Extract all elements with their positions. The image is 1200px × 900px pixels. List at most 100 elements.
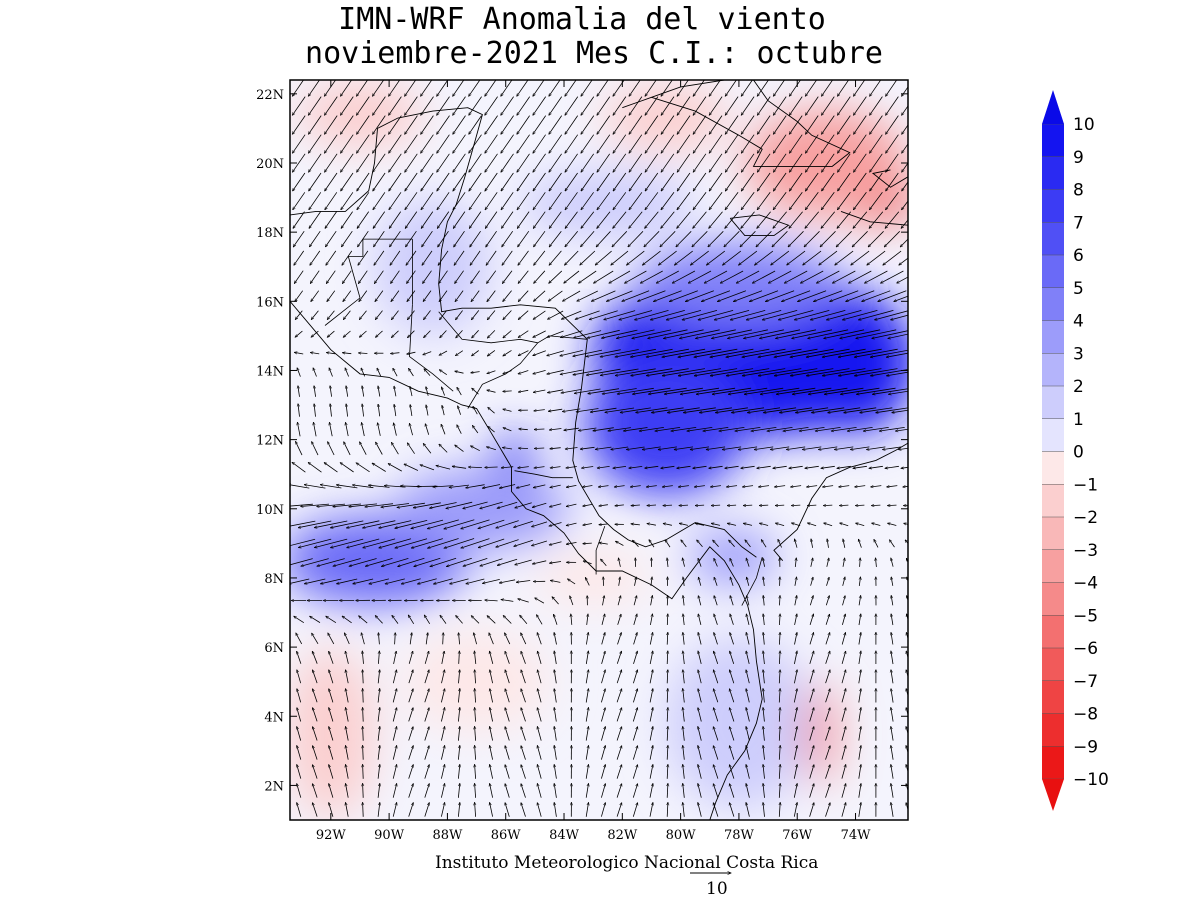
wind-vector bbox=[571, 614, 572, 625]
colorbar-label: 3 bbox=[1073, 344, 1084, 364]
wind-vector bbox=[434, 578, 453, 584]
wind-vector bbox=[490, 689, 493, 703]
wind-vector bbox=[778, 539, 782, 548]
wind-vector bbox=[599, 543, 608, 544]
wind-vector bbox=[617, 614, 621, 625]
wind-vector bbox=[420, 465, 435, 471]
wind-vector bbox=[809, 689, 814, 703]
wind-vector bbox=[290, 538, 316, 547]
wind-vector bbox=[458, 745, 459, 760]
wind-vector bbox=[841, 670, 846, 684]
wind-vector bbox=[486, 447, 497, 451]
wind-vector bbox=[340, 463, 354, 473]
wind-vector bbox=[891, 727, 894, 741]
wind-vector bbox=[887, 486, 898, 487]
wind-vector bbox=[534, 410, 545, 411]
wind-vector bbox=[441, 689, 444, 703]
wind-vector bbox=[793, 784, 797, 798]
wind-vector bbox=[746, 651, 750, 664]
wind-vector bbox=[521, 784, 526, 798]
colorbar-label: −6 bbox=[1073, 639, 1098, 659]
wind-vector bbox=[662, 486, 673, 487]
wind-vector bbox=[828, 407, 861, 413]
wind-vector bbox=[809, 727, 814, 741]
wind-vector bbox=[441, 746, 444, 760]
wind-vector bbox=[595, 446, 612, 449]
wind-vector bbox=[439, 370, 448, 376]
wind-vector bbox=[874, 539, 879, 548]
wind-vector bbox=[664, 387, 703, 394]
wind-vector bbox=[548, 408, 563, 411]
wind-vector bbox=[347, 538, 380, 548]
wind-vector bbox=[377, 670, 380, 684]
wind-vector bbox=[847, 427, 873, 431]
wind-vector bbox=[344, 633, 350, 645]
wind-vector bbox=[879, 427, 905, 431]
wind-vector bbox=[747, 596, 750, 606]
wind-vector bbox=[906, 708, 908, 717]
wind-vector bbox=[698, 784, 702, 798]
wind-vector bbox=[824, 523, 833, 527]
wind-vector bbox=[333, 503, 362, 507]
lon-tick-label: 74W bbox=[841, 828, 872, 843]
wind-vector bbox=[521, 803, 526, 817]
wind-vector bbox=[649, 632, 652, 645]
wind-vector bbox=[760, 387, 800, 394]
wind-vector bbox=[505, 651, 510, 664]
lat-tick-label: 2N bbox=[264, 779, 284, 794]
wind-vector bbox=[313, 422, 317, 437]
wind-vector bbox=[858, 803, 861, 817]
wind-vector bbox=[773, 465, 787, 468]
anomaly-region-16 bbox=[805, 681, 836, 786]
wind-vector bbox=[463, 501, 488, 509]
wind-vector bbox=[344, 442, 351, 456]
coastline-3 bbox=[622, 80, 725, 109]
wind-vector bbox=[703, 427, 729, 431]
wind-vector bbox=[446, 501, 473, 508]
wind-vector bbox=[378, 386, 381, 397]
wind-vector bbox=[392, 746, 397, 760]
wind-vector bbox=[667, 670, 668, 684]
wind-vector bbox=[298, 520, 332, 528]
wind-vector bbox=[424, 784, 430, 798]
lon-tick-label: 88W bbox=[432, 828, 463, 843]
wind-vector bbox=[674, 446, 694, 450]
wind-vector bbox=[362, 651, 363, 664]
wind-vector bbox=[585, 765, 588, 779]
lat-tick-label: 12N bbox=[256, 434, 284, 449]
wind-vector bbox=[809, 784, 814, 798]
wind-vector bbox=[346, 784, 349, 798]
wind-vector bbox=[441, 670, 445, 684]
wind-vector bbox=[825, 784, 831, 798]
wind-vector bbox=[853, 465, 867, 468]
wind-vector bbox=[537, 651, 542, 665]
colorbar-segment bbox=[1042, 156, 1064, 190]
anomaly-region-2 bbox=[584, 356, 748, 495]
wind-vector bbox=[683, 745, 685, 760]
wind-vector bbox=[633, 596, 637, 606]
wind-vector bbox=[779, 802, 780, 817]
lon-tick-label: 92W bbox=[316, 828, 347, 843]
colorbar-label: 10 bbox=[1073, 115, 1095, 135]
wind-vector bbox=[490, 746, 493, 760]
wind-vector bbox=[617, 633, 622, 645]
wind-vector bbox=[552, 597, 559, 605]
lon-tick-label: 82W bbox=[607, 828, 638, 843]
wind-vector bbox=[601, 633, 605, 645]
wind-vector bbox=[585, 784, 588, 798]
wind-vector bbox=[729, 540, 735, 547]
wind-vector bbox=[501, 467, 514, 468]
wind-vector bbox=[891, 577, 894, 586]
map-title-line2: noviembre-2021 Mes C.I.: octubre bbox=[305, 36, 883, 71]
wind-vector bbox=[346, 422, 349, 437]
colorbar-segment bbox=[1042, 189, 1064, 223]
wind-vector bbox=[763, 614, 764, 626]
wind-vector bbox=[891, 614, 894, 626]
wind-vector bbox=[459, 651, 460, 664]
wind-vector bbox=[871, 505, 881, 506]
wind-vector bbox=[441, 727, 444, 741]
wind-vector bbox=[296, 633, 303, 645]
wind-vector bbox=[297, 746, 302, 760]
wind-vector bbox=[695, 505, 705, 506]
